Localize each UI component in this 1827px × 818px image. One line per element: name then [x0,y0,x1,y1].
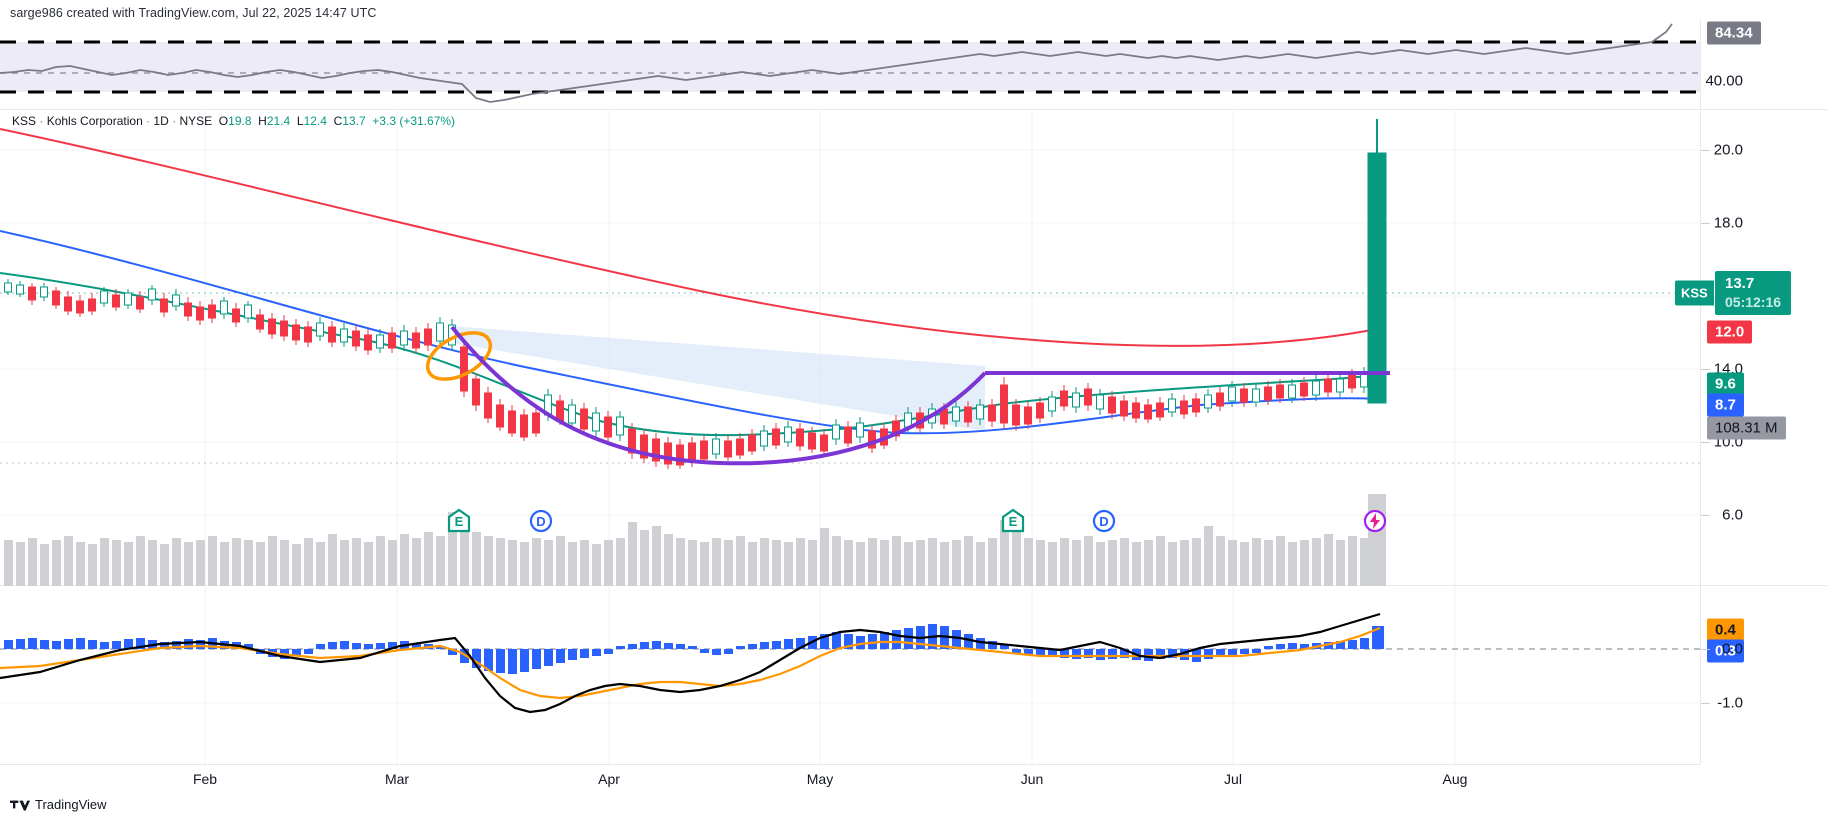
purple-cup-curve [450,325,987,466]
rsi-line [0,23,1673,103]
price-gridlines [0,111,1700,585]
breakout-candle [1367,119,1387,404]
last-price-value: 13.7 [1725,275,1755,292]
time-axis-label: Feb [192,771,218,787]
price-pane[interactable]: KSS · Kohls Corporation · 1D · NYSE O19.… [0,111,1827,586]
legend-interval[interactable]: 1D [153,114,169,128]
price-axis-tick: 6.0 [1722,506,1743,524]
watermark-text: sarge986 created with TradingView.com, J… [10,6,377,20]
last-price-badge: KSS 13.7 05:12:16 [1675,271,1792,315]
wedge-drawing [450,326,985,431]
time-axis-label: Aug [1442,771,1468,787]
macd-price-axis[interactable]: 0.4 0.3 0.0 -1.0 [1700,586,1827,764]
legend-low-label: L [296,114,304,128]
legend-open-label: O [218,114,229,128]
candlesticks [4,119,1387,469]
time-axis-label: Apr [598,771,620,787]
price-axis[interactable]: 20.0 18.0 16.0 14.0 10.0 6.0 KSS 13.7 05… [1675,111,1827,585]
macd-signal-badge: 0.3 [1707,639,1744,663]
legend-high-label: H [258,114,267,128]
macd-plot[interactable] [0,586,1700,764]
legend-high-value: 21.4 [266,114,291,128]
time-axis-label: Jul [1224,771,1242,787]
bar-countdown: 05:12:16 [1725,294,1782,310]
rsi-chart-svg [0,23,1700,103]
rsi-plot[interactable] [0,20,1700,109]
legend-exchange: NYSE [179,114,213,128]
rsi-axis-tick: 40.00 [1705,72,1743,90]
time-axis[interactable]: Feb Mar Apr May Jun Jul Aug [0,764,1700,792]
tradingview-label: TradingView [35,797,107,812]
ma-red-line [0,128,1378,347]
time-axis-label: Jun [1020,771,1044,787]
ma-blue-badge: 8.7 [1707,393,1744,417]
chart-legend[interactable]: KSS · Kohls Corporation · 1D · NYSE O19.… [12,114,456,128]
price-chart-svg [0,111,1700,585]
macd-line [0,612,1381,714]
ma-red-badge: 12.0 [1707,320,1753,344]
price-plot[interactable] [0,111,1700,585]
macd-pane[interactable]: 0.4 0.3 0.0 -1.0 [0,586,1827,764]
rsi-value-badge: 84.34 [1707,21,1761,45]
rsi-pane[interactable]: 84.34 40.00 [0,20,1827,110]
legend-description: Kohls Corporation [46,114,143,128]
price-axis-tick: 18.0 [1713,214,1743,232]
macd-histogram [4,624,1384,674]
tradingview-logo-icon [10,800,30,811]
macd-axis-tick: -1.0 [1717,694,1743,712]
ma-teal-badge: 9.6 [1707,372,1744,396]
macd-value-badge: 0.4 [1707,618,1744,642]
legend-low-value: 12.4 [303,114,327,128]
time-axis-label: Mar [384,771,410,787]
price-axis-tick: 20.0 [1713,141,1743,159]
macd-gridlines [0,586,1700,764]
tradingview-branding[interactable]: TradingView [10,797,107,812]
time-axis-label: May [806,771,834,787]
legend-symbol[interactable]: KSS [12,114,37,128]
orange-ellipse-drawing [425,331,493,381]
rsi-price-axis[interactable]: 84.34 40.00 [1700,20,1827,109]
legend-change: +3.3 [372,114,396,128]
macd-signal-line [0,626,1381,700]
legend-close-value: 13.7 [342,114,366,128]
legend-close-label: C [333,114,343,128]
volume-badge: 108.31 M [1707,416,1786,440]
legend-open-value: 19.8 [228,114,252,128]
rsi-band [0,42,1700,92]
legend-change-percent: (+31.67%) [399,114,456,128]
symbol-tag: KSS [1675,280,1714,306]
macd-chart-svg [0,586,1700,764]
macd-axis-tick: 0.0 [1722,640,1743,658]
